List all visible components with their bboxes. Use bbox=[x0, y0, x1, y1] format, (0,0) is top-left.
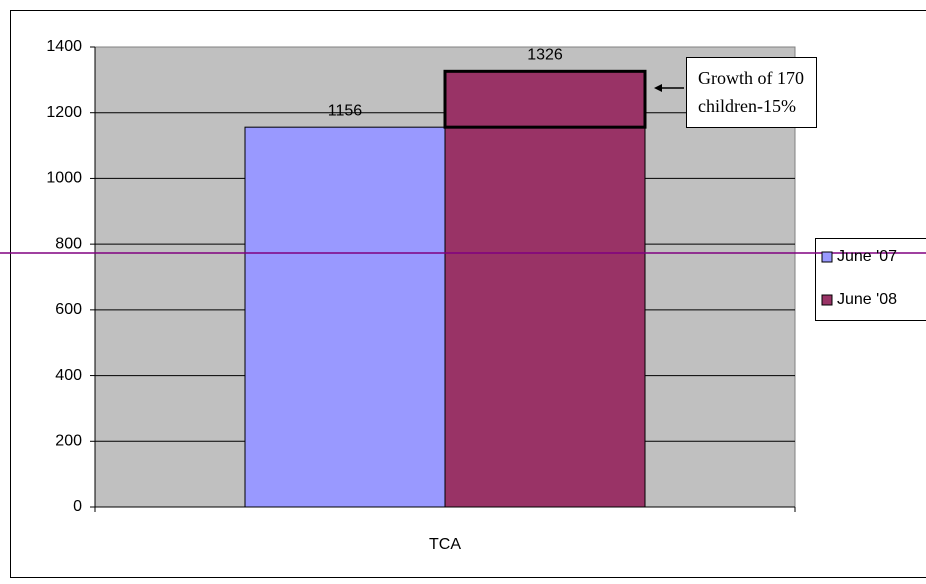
y-tick-label: 800 bbox=[55, 235, 82, 252]
y-tick-label: 400 bbox=[55, 367, 82, 384]
bar bbox=[444, 70, 646, 508]
arrow-head bbox=[654, 84, 662, 92]
legend-label: June '08 bbox=[837, 291, 897, 308]
legend-box bbox=[815, 238, 926, 321]
growth-highlight bbox=[443, 69, 647, 129]
annotation-line: children-15% bbox=[698, 96, 796, 116]
y-tick-label: 1400 bbox=[46, 38, 82, 55]
bar bbox=[244, 126, 446, 508]
data-label: 1326 bbox=[527, 47, 563, 64]
legend-label: June '07 bbox=[837, 248, 897, 265]
x-tick-label: TCA bbox=[429, 536, 461, 553]
legend-swatch bbox=[821, 294, 833, 306]
y-tick-label: 0 bbox=[73, 498, 82, 515]
data-label: 1156 bbox=[328, 102, 363, 119]
y-tick-label: 1200 bbox=[46, 104, 82, 121]
annotation-line: Growth of 170 bbox=[698, 68, 804, 88]
marks: 0 200 400 600 800 1000 1200 1400 TCA 1156 1326 bbox=[46, 38, 796, 553]
annotation-box bbox=[686, 57, 817, 128]
y-tick-label: 1000 bbox=[46, 170, 82, 187]
legend-swatch bbox=[821, 251, 833, 263]
y-tick-label: 600 bbox=[55, 301, 82, 318]
y-tick-label: 200 bbox=[55, 433, 82, 450]
